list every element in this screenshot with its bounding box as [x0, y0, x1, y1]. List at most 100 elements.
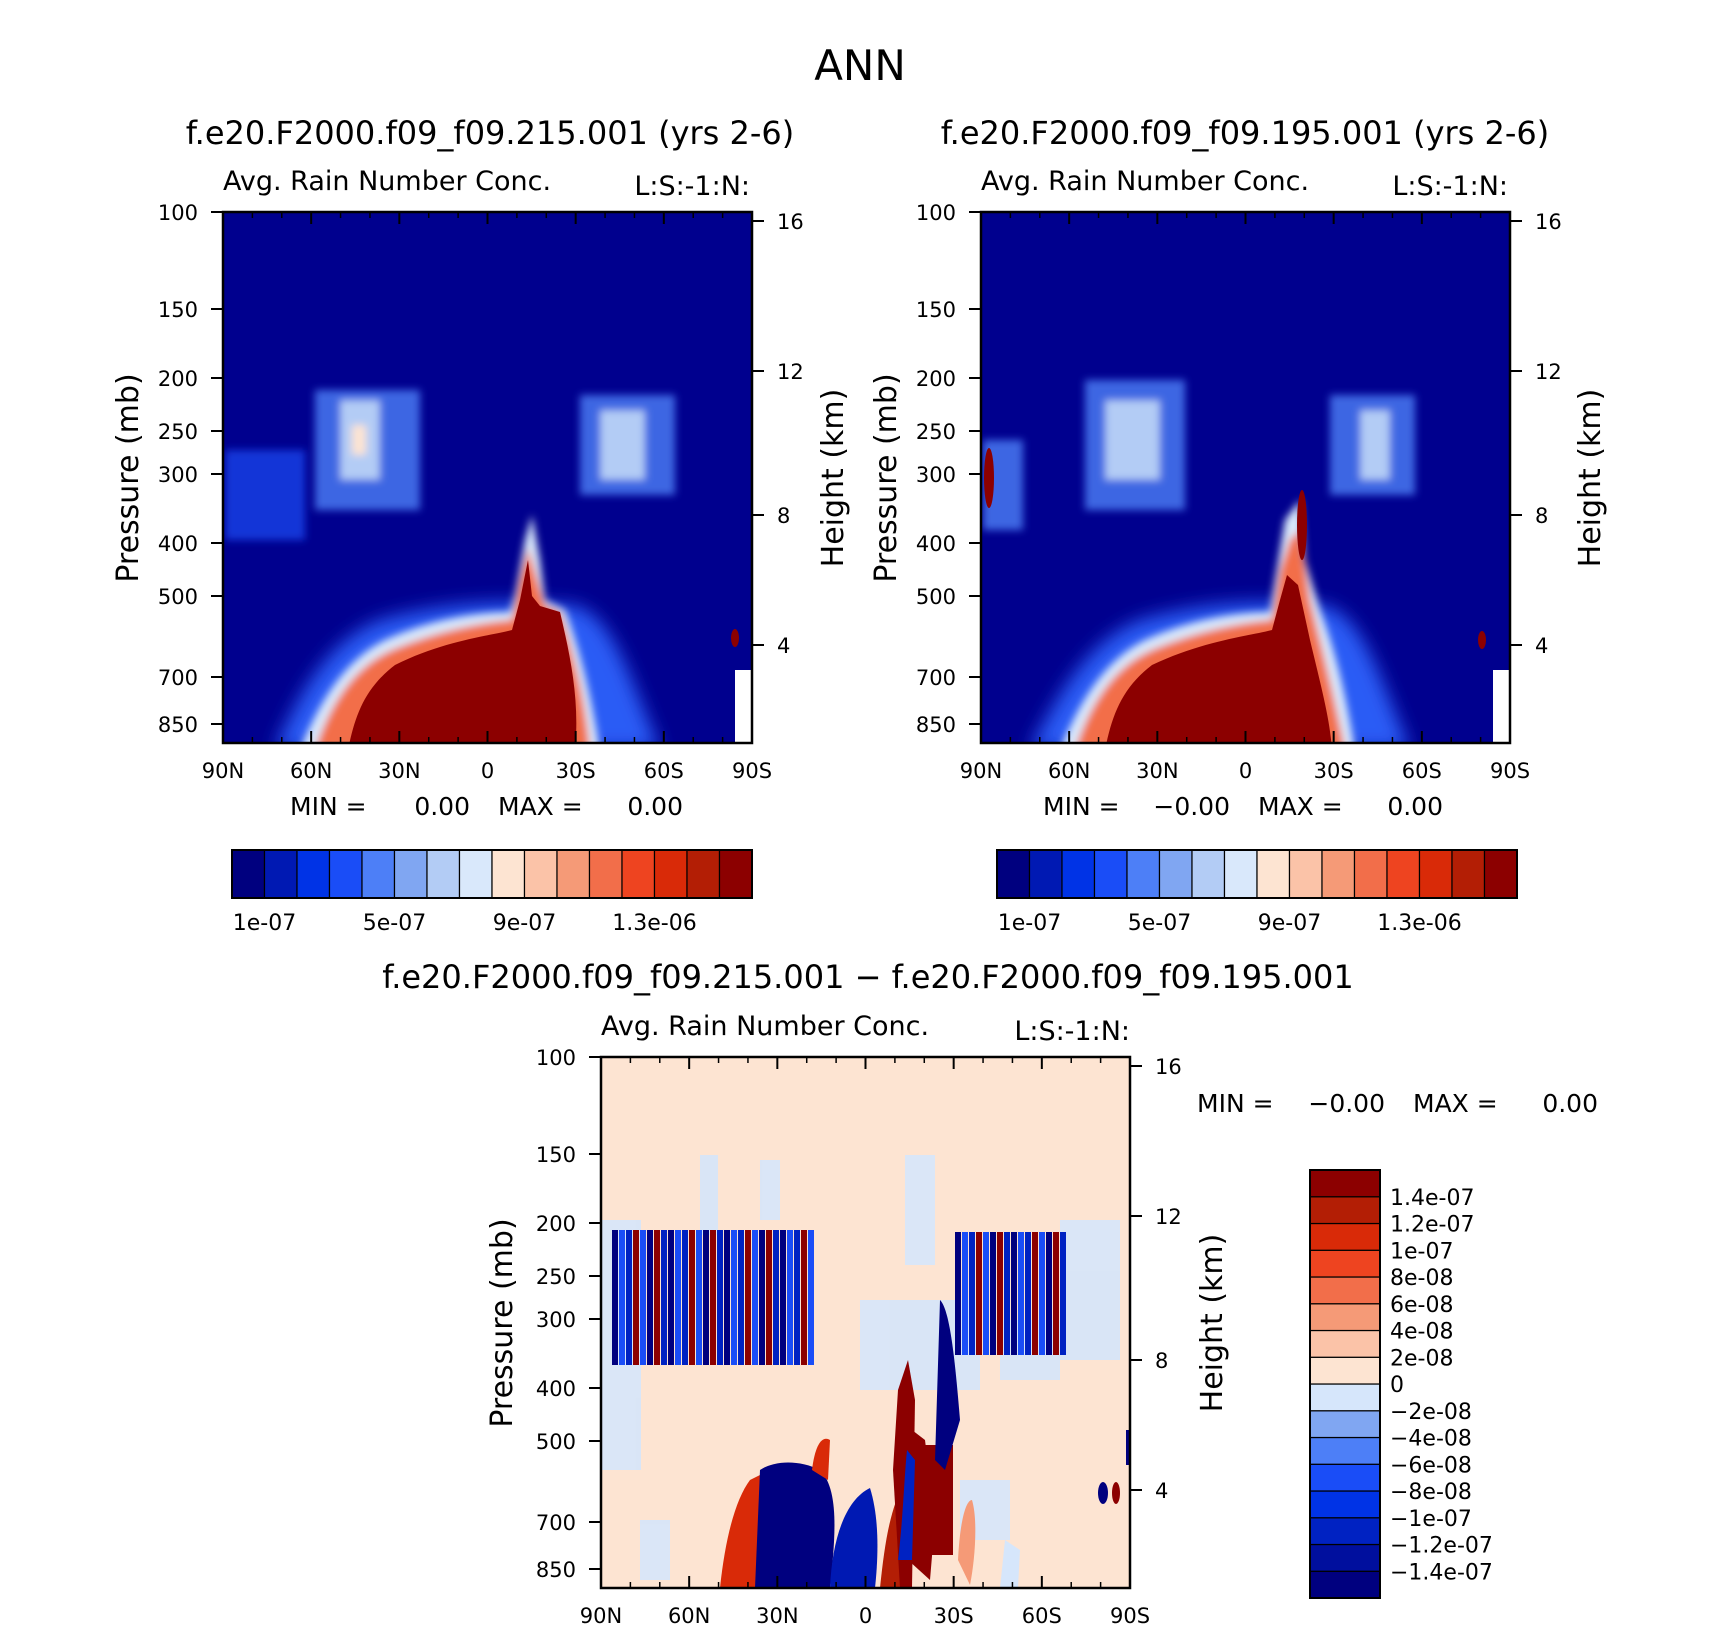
colorbar-label: 9e-07 — [493, 911, 556, 936]
panel-b-max-label: MAX = — [1258, 792, 1343, 821]
colorbar-frame — [1309, 1169, 1381, 1599]
panel-b-axes: 90N 60N 30N 0 30S 60S 90S 100 150 200 250 300 400 500… — [916, 201, 1562, 783]
colorbar-box — [1288, 849, 1323, 899]
panel-diff-min-label: MIN = — [1197, 1089, 1274, 1118]
colorbar-label: 2e-08 — [1390, 1346, 1453, 1371]
diff-stripe — [787, 1230, 793, 1365]
x-tick-label: 90S — [1110, 1604, 1150, 1628]
colorbar-box — [1483, 849, 1518, 899]
colorbar-label: −8e-08 — [1390, 1480, 1472, 1505]
colorbar-box — [263, 849, 298, 899]
y-right-tick-label: 12 — [1535, 360, 1562, 384]
diff-stripe — [696, 1230, 702, 1365]
y-right-tick-label: 4 — [1155, 1479, 1168, 1503]
y-tick-label: 500 — [536, 1430, 576, 1454]
x-tick-label: 30N — [756, 1604, 798, 1628]
colorbar-box — [1158, 849, 1193, 899]
y-right-tick-label: 12 — [1155, 1205, 1182, 1229]
panel-b-rain-max — [1106, 575, 1332, 743]
panel-b-upper-cloud-right — [1330, 395, 1415, 495]
diff-stripe — [759, 1230, 765, 1365]
panel-diff-axes: 90N 60N 30N 0 30S 60S 90S 100 150 200 250 300 400 500… — [536, 1046, 1182, 1628]
diff-stripe — [710, 1230, 716, 1365]
colorbar-box — [1309, 1436, 1381, 1465]
colorbar-box — [1126, 849, 1161, 899]
panel-diff-max-value: 0.00 — [1542, 1089, 1598, 1118]
y-tick-label: 400 — [536, 1377, 576, 1401]
panel-b-ylabel: Pressure (mb) — [869, 373, 904, 582]
diff-stripe — [738, 1230, 744, 1365]
colorbar-label: 1e-07 — [998, 911, 1061, 936]
panel-diff-field-tag: L:S:-1:N: — [1014, 1016, 1130, 1047]
panel-a-missing-data — [735, 670, 752, 743]
x-tick-label: 30S — [556, 759, 596, 783]
x-tick-label: 90N — [960, 759, 1002, 783]
panel-a-field-title: Avg. Rain Number Conc. — [223, 166, 551, 197]
panel-diff-field-title: Avg. Rain Number Conc. — [601, 1011, 929, 1042]
colorbar-label: −1.4e-07 — [1390, 1560, 1493, 1585]
x-tick-label: 0 — [481, 759, 494, 783]
y-right-tick-label: 12 — [777, 360, 804, 384]
colorbar-label: 6e-08 — [1390, 1293, 1453, 1318]
panel-b-small-cell — [1478, 631, 1486, 649]
colorbar-label: 8e-08 — [1390, 1266, 1453, 1291]
x-tick-label: 90S — [1490, 759, 1530, 783]
y-tick-label: 850 — [158, 713, 198, 737]
colorbar-box — [296, 849, 331, 899]
colorbar-box — [1321, 849, 1356, 899]
colorbar-box — [686, 849, 721, 899]
panel-a-contour-field — [223, 212, 752, 743]
diff-stripe — [801, 1230, 807, 1365]
y-tick-label: 250 — [916, 420, 956, 444]
colorbar-box — [1309, 1276, 1381, 1305]
panel-b: f.e20.F2000.f09_f09.195.001 (yrs 2-6) Av… — [869, 114, 1608, 936]
panel-a: f.e20.F2000.f09_f09.215.001 (yrs 2-6) Av… — [111, 114, 851, 936]
diff-stripe — [731, 1230, 737, 1365]
diff-stripe — [766, 1230, 772, 1365]
diff-stripe — [703, 1230, 709, 1365]
y-tick-label: 150 — [916, 298, 956, 322]
colorbar-box — [621, 849, 656, 899]
panel-diff-stripes-left — [612, 1230, 814, 1365]
colorbar-box — [1309, 1410, 1381, 1439]
diff-stripe — [1025, 1232, 1031, 1355]
panel-a-min-value: 0.00 — [414, 792, 470, 821]
diff-stripe — [626, 1230, 632, 1365]
diff-stripe — [654, 1230, 660, 1365]
y-right-tick-label: 8 — [1535, 504, 1548, 528]
diff-stripe — [773, 1230, 779, 1365]
panel-diff: f.e20.F2000.f09_f09.215.001 − f.e20.F200… — [382, 958, 1598, 1628]
diff-stripe — [745, 1230, 751, 1365]
panel-diff-cell-pos — [1112, 1482, 1120, 1504]
colorbar-box — [1309, 1383, 1381, 1412]
diff-stripe — [962, 1232, 968, 1355]
diff-stripe — [619, 1230, 625, 1365]
colorbar-box — [1191, 849, 1226, 899]
y-right-tick-label: 16 — [1535, 210, 1562, 234]
colorbar-label: 1.3e-06 — [612, 911, 696, 936]
colorbar-box — [1256, 849, 1291, 899]
colorbar-label: −2e-08 — [1390, 1400, 1472, 1425]
x-tick-label: 30S — [1314, 759, 1354, 783]
colorbar-box — [1353, 849, 1388, 899]
x-tick-label: 60N — [668, 1604, 710, 1628]
colorbar-box — [1309, 1543, 1381, 1572]
diff-stripe — [1039, 1232, 1045, 1355]
y-right-tick-label: 8 — [1155, 1349, 1168, 1373]
colorbar-box — [458, 849, 493, 899]
colorbar-label: 1.2e-07 — [1390, 1213, 1474, 1238]
panel-b-colorbar: 1e-07 5e-07 9e-07 1.3e-06 — [996, 849, 1518, 936]
x-tick-label: 60N — [1048, 759, 1090, 783]
y-tick-label: 700 — [536, 1511, 576, 1535]
colorbar-label: −4e-08 — [1390, 1427, 1472, 1452]
x-tick-label: 0 — [859, 1604, 872, 1628]
y-tick-label: 200 — [916, 367, 956, 391]
panel-a-axes: 90N 60N 30N 0 30S 60S 90S 100 150 200 250 300 400 500… — [158, 201, 804, 783]
diff-stripe — [612, 1230, 618, 1365]
panel-a-rain-max — [349, 560, 577, 743]
colorbar-box — [1309, 1463, 1381, 1492]
diff-stripe — [647, 1230, 653, 1365]
x-tick-label: 90N — [202, 759, 244, 783]
colorbar-label: 5e-07 — [1128, 911, 1191, 936]
y-tick-label: 150 — [158, 298, 198, 322]
